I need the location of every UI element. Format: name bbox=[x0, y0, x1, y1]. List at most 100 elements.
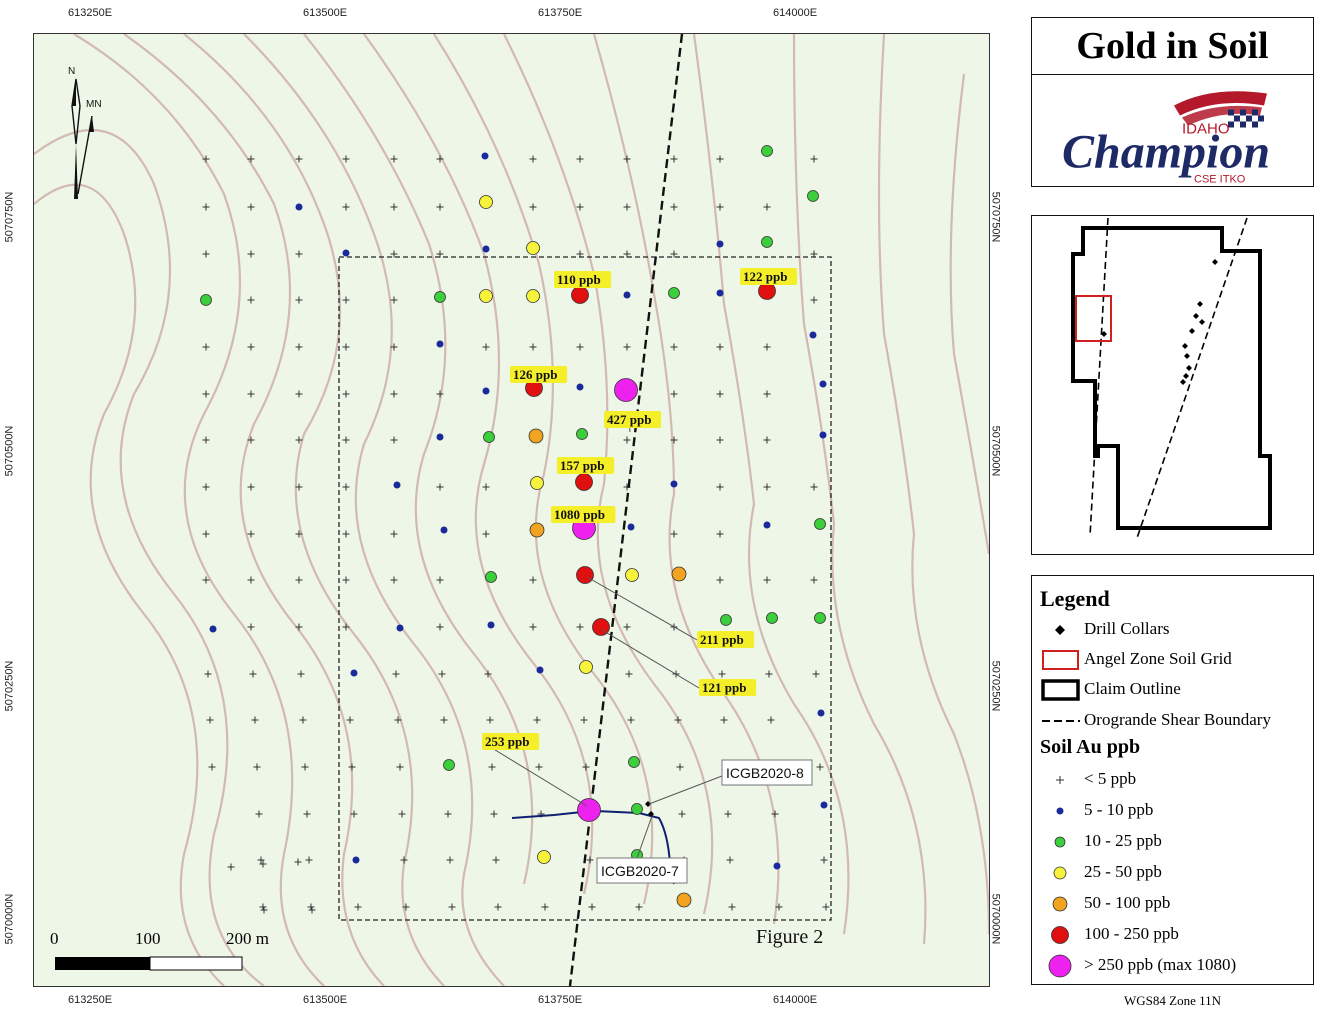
coord-right-2: 5070250N bbox=[989, 660, 1002, 712]
coord-bottom-2: 613750E bbox=[538, 994, 583, 1006]
sample-cross bbox=[436, 390, 444, 398]
sample-cross bbox=[716, 576, 724, 584]
sample-point bbox=[443, 759, 455, 771]
sample-cross bbox=[390, 203, 398, 211]
circle-icon bbox=[1052, 896, 1068, 912]
sample-point bbox=[817, 709, 825, 717]
sample-cross bbox=[716, 530, 724, 538]
legend-class-6: > 250 ppb (max 1080) bbox=[1032, 952, 1313, 980]
sample-cross bbox=[482, 483, 490, 491]
sample-cross bbox=[810, 155, 818, 163]
sample-cross bbox=[716, 155, 724, 163]
sample-point bbox=[720, 614, 732, 626]
sample-cross bbox=[342, 436, 350, 444]
circle-icon bbox=[1054, 836, 1066, 848]
sample-point bbox=[528, 428, 544, 444]
sample-cross bbox=[390, 343, 398, 351]
sample-cross bbox=[436, 203, 444, 211]
sample-cross bbox=[307, 903, 315, 911]
coord-top-1: 613500E bbox=[303, 7, 348, 19]
sample-cross bbox=[820, 856, 828, 864]
sample-point bbox=[668, 287, 680, 299]
sample-cross bbox=[716, 203, 724, 211]
map-canvas[interactable]: 110 ppb 122 ppb 126 ppb 427 ppb 157 ppb 1080 … bbox=[34, 34, 989, 986]
sample-cross bbox=[438, 670, 446, 678]
circle-icon bbox=[1051, 926, 1069, 944]
legend-class-3: 25 - 50 ppb bbox=[1032, 859, 1313, 887]
title-panel: Gold in Soil IDAHO Champion CSE ITKO bbox=[1031, 17, 1314, 187]
circle-icon bbox=[1048, 954, 1072, 978]
sample-cross bbox=[342, 530, 350, 538]
sample-cross bbox=[810, 576, 818, 584]
sample-point bbox=[676, 892, 692, 908]
legend-angel-zone: Angel Zone Soil Grid bbox=[1032, 646, 1313, 674]
sample-cross bbox=[533, 716, 541, 724]
sample-cross bbox=[297, 670, 305, 678]
sample-point bbox=[614, 378, 638, 402]
circle-icon bbox=[1053, 866, 1067, 880]
sample-cross bbox=[295, 390, 303, 398]
sample-cross bbox=[582, 763, 590, 771]
sample-point bbox=[807, 190, 819, 202]
sample-cross bbox=[810, 250, 818, 258]
sample-cross bbox=[202, 343, 210, 351]
drill-label: ICGB2020-7 bbox=[601, 863, 679, 879]
sample-point bbox=[536, 666, 544, 674]
coord-left-0: 5070750N bbox=[3, 191, 16, 243]
sample-label: 1080 ppb bbox=[554, 507, 605, 522]
sample-cross bbox=[440, 716, 448, 724]
inset-shear-east bbox=[1136, 217, 1248, 539]
sample-point bbox=[625, 568, 639, 582]
sample-cross bbox=[247, 436, 255, 444]
sample-point bbox=[571, 286, 589, 304]
coord-left-1: 5070500N bbox=[3, 425, 16, 477]
sample-cross bbox=[623, 250, 631, 258]
sample-point bbox=[773, 862, 781, 870]
sample-cross bbox=[390, 390, 398, 398]
sample-cross bbox=[670, 203, 678, 211]
sample-cross bbox=[486, 716, 494, 724]
legend-drill-collars: Drill Collars bbox=[1032, 616, 1313, 644]
sample-point bbox=[670, 480, 678, 488]
sample-cross bbox=[390, 155, 398, 163]
sample-cross bbox=[247, 203, 255, 211]
sample-cross bbox=[202, 155, 210, 163]
sample-cross bbox=[295, 436, 303, 444]
sample-point bbox=[631, 803, 643, 815]
sample-cross bbox=[484, 670, 492, 678]
figure-label: Figure 2 bbox=[756, 926, 823, 948]
sample-cross bbox=[716, 483, 724, 491]
sample-cross bbox=[436, 155, 444, 163]
cross-icon bbox=[1056, 776, 1064, 784]
sample-cross bbox=[775, 903, 783, 911]
sample-cross bbox=[295, 250, 303, 258]
inset-collar bbox=[1180, 379, 1186, 385]
sample-cross bbox=[295, 483, 303, 491]
sample-cross bbox=[342, 155, 350, 163]
sample-point bbox=[623, 291, 631, 299]
sample-cross bbox=[227, 863, 235, 871]
sample-cross bbox=[812, 670, 820, 678]
sample-cross bbox=[576, 623, 584, 631]
sample-point bbox=[671, 566, 687, 582]
sample-cross bbox=[247, 390, 255, 398]
sample-label: 211 ppb bbox=[700, 632, 744, 647]
sample-cross bbox=[448, 903, 456, 911]
sample-point bbox=[485, 571, 497, 583]
sample-cross bbox=[259, 860, 267, 868]
inset-collar bbox=[1183, 373, 1189, 379]
sample-point bbox=[393, 481, 401, 489]
sample-cross bbox=[247, 623, 255, 631]
legend-claim-outline: Claim Outline bbox=[1032, 676, 1313, 704]
sample-cross bbox=[247, 576, 255, 584]
legend-class-2: 10 - 25 ppb bbox=[1032, 828, 1313, 856]
sample-cross bbox=[390, 296, 398, 304]
map-frame[interactable]: 110 ppb 122 ppb 126 ppb 427 ppb 157 ppb 1080 … bbox=[33, 33, 990, 987]
logo-idaho: IDAHO bbox=[1182, 121, 1230, 138]
sample-point bbox=[436, 340, 444, 348]
sample-cross bbox=[822, 903, 830, 911]
diamond-icon bbox=[1055, 625, 1065, 635]
sample-point bbox=[627, 523, 635, 531]
sample-cross bbox=[295, 576, 303, 584]
logo-exchange: CSE ITKO bbox=[1194, 174, 1246, 186]
